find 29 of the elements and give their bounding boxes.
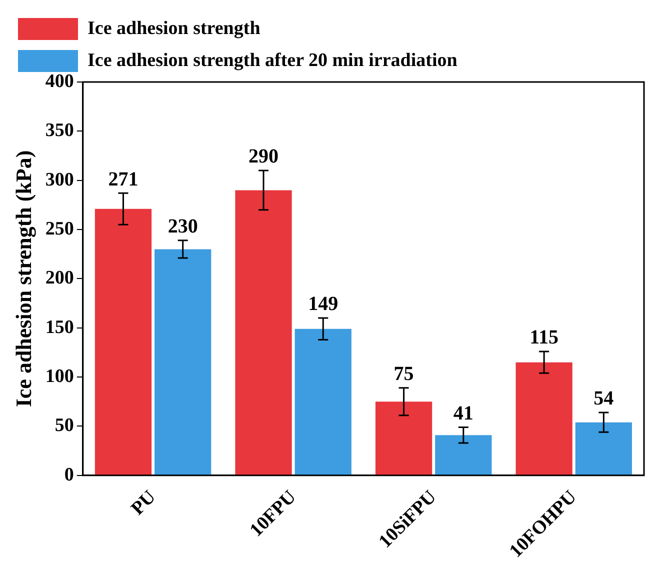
y-tick-label: 0 — [64, 464, 74, 486]
x-tick-label: PU — [127, 486, 160, 520]
y-tick-label: 350 — [45, 120, 74, 142]
y-tick-label: 100 — [45, 366, 74, 387]
data-label: 115 — [530, 326, 559, 349]
y-tick-label: 150 — [45, 316, 74, 338]
bar — [235, 190, 292, 475]
y-tick-label: 200 — [45, 268, 74, 289]
bar — [294, 328, 352, 475]
y-axis-title: Ice adhesion strength (kPa) — [10, 150, 36, 408]
y-tick-label: 250 — [45, 218, 74, 240]
data-label: 149 — [308, 293, 338, 316]
data-label: 271 — [108, 168, 138, 190]
data-label: 54 — [594, 388, 614, 410]
bar — [94, 208, 152, 475]
y-tick-label: 50 — [54, 415, 74, 436]
y-tick-label: 400 — [45, 70, 74, 92]
bar — [516, 362, 572, 475]
y-tick-label: 300 — [45, 169, 74, 190]
bar — [575, 422, 632, 475]
bar — [375, 402, 432, 475]
data-label: 290 — [248, 146, 279, 168]
data-label: 41 — [453, 402, 474, 424]
data-label: 230 — [168, 216, 198, 238]
legend-label: Ice adhesion strength after 20 min irradiation — [88, 50, 458, 71]
legend-label: Ice adhesion strength — [88, 18, 261, 39]
data-label: 75 — [394, 363, 414, 386]
bar — [435, 435, 492, 475]
bar — [154, 249, 212, 475]
